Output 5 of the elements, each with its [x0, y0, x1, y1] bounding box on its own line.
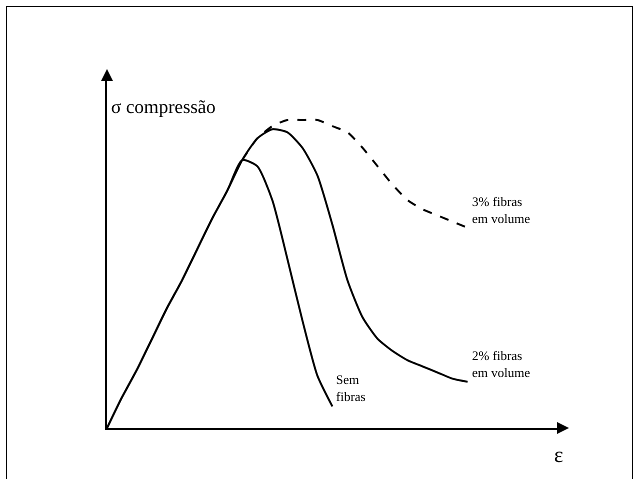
- series-label: Sem fibras: [336, 372, 366, 404]
- y-axis-title: σ compressão: [111, 97, 216, 118]
- series-label: 3% fibras em volume: [472, 194, 530, 226]
- series-label: 2% fibras em volume: [472, 348, 530, 380]
- x-axis-title: ε: [554, 442, 564, 467]
